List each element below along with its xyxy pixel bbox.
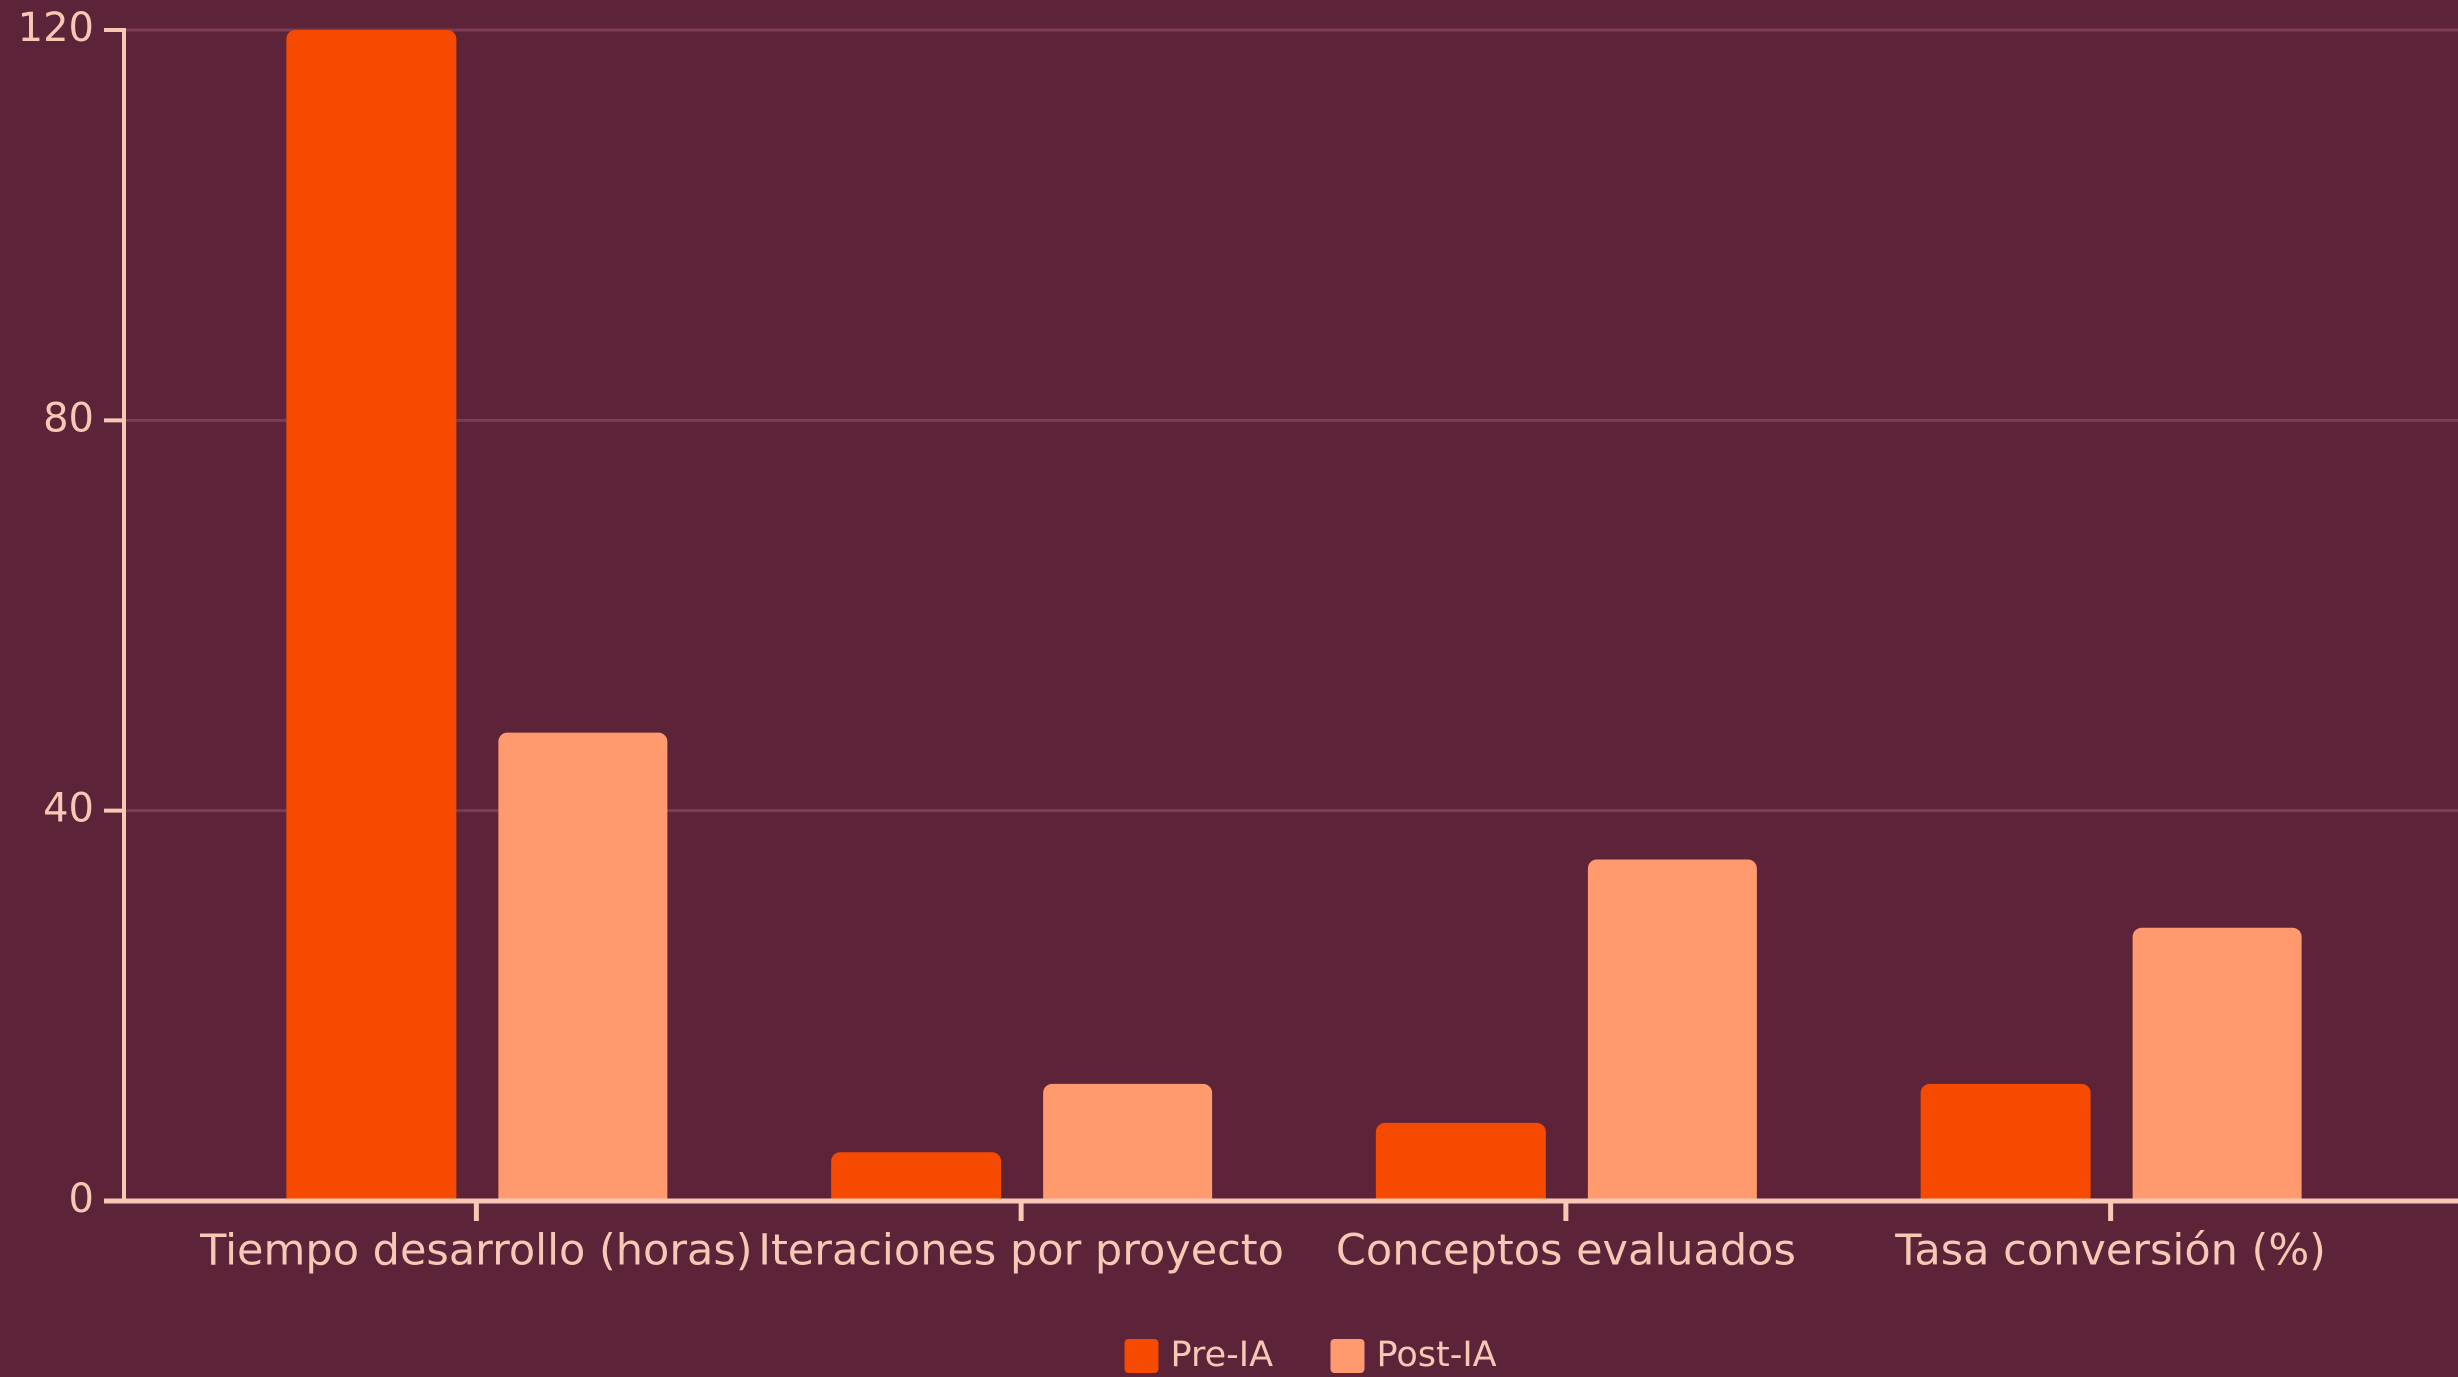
bar — [1587, 859, 1757, 1209]
legend-label: Pre-IA — [1171, 1335, 1274, 1375]
x-tick-label: Iteraciones por proyecto — [758, 1226, 1284, 1276]
legend-label: Post-IA — [1377, 1335, 1497, 1375]
y-tick-label: 40 — [43, 786, 94, 832]
y-tick-label: 80 — [43, 395, 94, 441]
y-tick-label: 120 — [18, 5, 94, 51]
bar — [1375, 1122, 1546, 1209]
x-tick-label: Tasa conversión (%) — [1894, 1226, 2326, 1276]
bar — [498, 732, 668, 1209]
x-tick-label: Conceptos evaluados — [1336, 1226, 1796, 1276]
legend-swatch — [1124, 1339, 1159, 1373]
bar — [2132, 927, 2302, 1209]
legend-swatch — [1330, 1339, 1365, 1373]
bar — [1043, 1083, 1213, 1209]
x-tick-label: Tiempo desarrollo (horas) — [199, 1226, 752, 1276]
bar — [1920, 1083, 2091, 1209]
y-tick-label: 0 — [69, 1176, 94, 1222]
bar-base-cover — [124, 1203, 2458, 1215]
bar — [831, 1152, 1002, 1209]
bar — [286, 30, 457, 1209]
